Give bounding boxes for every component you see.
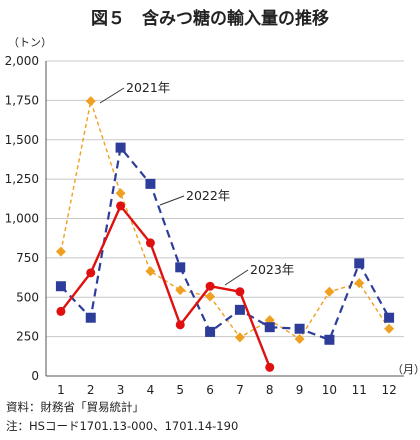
x-tick-labels: 1 2 3 4 5 6 7 8 9 10 11 12	[57, 383, 397, 397]
data-point	[265, 362, 275, 372]
data-point	[115, 188, 126, 199]
data-point	[85, 96, 96, 107]
data-point	[324, 286, 335, 297]
data-point	[264, 322, 275, 333]
y-tick-label: 1,250	[5, 172, 39, 186]
data-point	[145, 238, 155, 248]
y-tick-label: 250	[16, 330, 39, 344]
data-point	[175, 262, 186, 273]
x-tick-label: 11	[352, 383, 367, 397]
x-tick-label: 7	[236, 383, 244, 397]
data-point	[85, 312, 96, 323]
data-point	[205, 281, 215, 291]
y-tick-label: 500	[16, 290, 39, 304]
series-2022年	[55, 142, 395, 345]
y-axis-unit: （トン）	[8, 36, 52, 49]
series-label: 2023年	[250, 262, 294, 277]
x-tick-label: 6	[206, 383, 214, 397]
data-point	[354, 278, 365, 289]
x-tick-label: 8	[266, 383, 274, 397]
data-point	[175, 320, 185, 330]
y-tick-labels: 0 250 500 750 1,000 1,250 1,500 1,750 2,000	[5, 54, 39, 383]
series-line	[60, 145, 391, 342]
x-axis-unit: （月）	[392, 363, 420, 376]
data-point	[354, 258, 365, 269]
data-point	[86, 268, 96, 278]
data-point	[384, 312, 395, 323]
source-note: 資料：財務省「貿易統計」	[6, 400, 144, 414]
data-point	[384, 323, 395, 334]
x-tick-label: 12	[381, 383, 396, 397]
x-tick-label: 5	[176, 383, 184, 397]
data-point	[234, 304, 245, 315]
y-tick-label: 1,500	[5, 133, 39, 147]
x-tick-label: 1	[57, 383, 65, 397]
callout-leader	[159, 195, 185, 206]
data-point	[205, 291, 216, 302]
data-point	[324, 334, 335, 345]
series-annotations: 2021年 2022年 2023年	[99, 80, 294, 286]
chart-title: 図５ 含みつ糖の輸入量の推移	[91, 8, 329, 29]
x-tick-label: 10	[322, 383, 337, 397]
data-point	[235, 287, 245, 297]
series-2023年	[56, 201, 275, 372]
series-line	[59, 203, 271, 368]
data-point	[145, 266, 156, 277]
grid	[45, 60, 404, 377]
data-point	[175, 285, 186, 296]
data-point	[205, 326, 216, 337]
series-layer	[55, 96, 395, 372]
y-tick-label: 2,000	[5, 54, 39, 68]
data-point	[115, 142, 126, 153]
y-tick-label: 1,750	[5, 93, 39, 107]
data-point	[294, 333, 305, 344]
series-label: 2022年	[186, 188, 230, 203]
y-tick-label: 0	[31, 369, 39, 383]
x-tick-label: 3	[117, 383, 125, 397]
code-note: 注：HSコード1701.13-000、1701.14-190	[6, 419, 239, 433]
x-tick-label: 2	[87, 383, 95, 397]
data-point	[55, 246, 66, 257]
series-line	[60, 98, 390, 340]
data-point	[234, 332, 245, 343]
y-tick-label: 750	[16, 251, 39, 265]
x-tick-label: 4	[147, 383, 155, 397]
data-point	[145, 178, 156, 189]
callout-leader	[224, 269, 249, 286]
y-tick-label: 1,000	[5, 212, 39, 226]
data-point	[116, 201, 126, 211]
data-point	[294, 323, 305, 334]
data-point	[55, 281, 66, 292]
data-point	[56, 306, 66, 316]
series-label: 2021年	[126, 80, 170, 95]
callout-leader	[99, 87, 125, 104]
x-tick-label: 9	[296, 383, 304, 397]
